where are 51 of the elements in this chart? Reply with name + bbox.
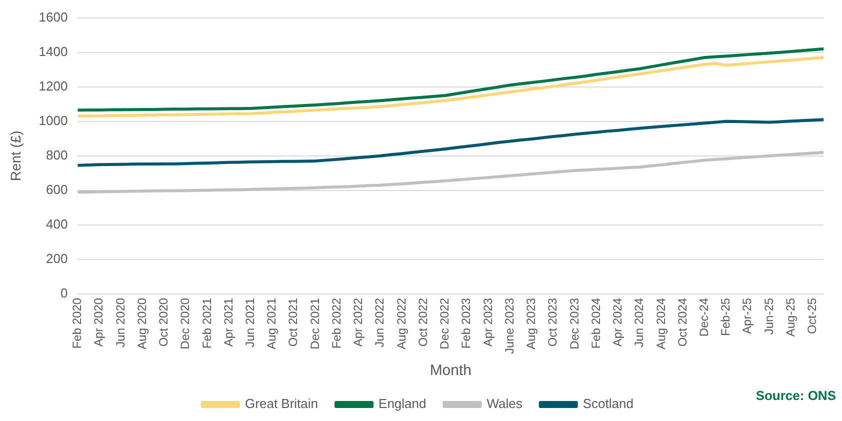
x-tick-label: Oct 2020 bbox=[156, 298, 171, 347]
x-tick-label: Jun 2021 bbox=[242, 298, 257, 348]
x-tick-label: Apr 2024 bbox=[610, 298, 625, 347]
x-tick-label: Apr-25 bbox=[740, 298, 754, 334]
x-tick-label: Oct 2024 bbox=[675, 298, 690, 347]
x-tick-label: Aug 2020 bbox=[134, 298, 149, 350]
x-tick-label: Feb 2024 bbox=[588, 298, 603, 349]
x-tick-label: Jun 2022 bbox=[372, 298, 387, 348]
x-tick-label: Jun 2020 bbox=[113, 298, 128, 348]
x-tick-label: Aug 2023 bbox=[524, 298, 538, 350]
x-tick-label: Apr 2020 bbox=[92, 298, 106, 347]
x-tick-label: Aug 2021 bbox=[264, 298, 279, 350]
y-tick-label: 200 bbox=[46, 251, 68, 266]
x-tick-label: Feb 2020 bbox=[70, 298, 84, 349]
x-tick-label: Aug 2024 bbox=[654, 298, 668, 350]
x-tick-label: Dec 2023 bbox=[567, 298, 582, 350]
x-tick-label: Dec 2020 bbox=[178, 298, 192, 350]
x-axis-title: Month bbox=[430, 362, 472, 380]
x-tick-label: Oct 2023 bbox=[546, 298, 560, 347]
y-tick-label: 600 bbox=[46, 182, 68, 197]
x-tick-label: Apr 2021 bbox=[221, 298, 236, 347]
x-tick-label: Jun-25 bbox=[762, 298, 776, 335]
legend-label: Wales bbox=[486, 396, 523, 412]
y-tick-label: 1000 bbox=[38, 112, 68, 128]
y-tick-label: 800 bbox=[46, 147, 68, 162]
x-tick-label: Dec 2022 bbox=[438, 298, 452, 350]
x-tick-label: Apr 2023 bbox=[480, 298, 495, 347]
legend-label: Scotland bbox=[582, 396, 634, 412]
x-tick-label: Feb-25 bbox=[718, 298, 733, 336]
x-tick-label: Oct-25 bbox=[805, 298, 820, 334]
y-tick-label: 0 bbox=[60, 286, 68, 301]
x-tick-label: Aug 2022 bbox=[394, 298, 408, 350]
y-axis-title: Rent (£) bbox=[7, 130, 24, 182]
x-tick-label: Aug-25 bbox=[783, 298, 798, 337]
x-tick-label: June 2023 bbox=[502, 298, 516, 354]
x-tick-label: Oct 2022 bbox=[416, 298, 430, 347]
x-tick-label: Dec 2021 bbox=[308, 298, 322, 350]
x-tick-label: Dec-24 bbox=[697, 298, 712, 337]
x-tick-label: Feb 2021 bbox=[200, 298, 214, 349]
y-tick-label: 1400 bbox=[38, 44, 68, 59]
x-tick-label: Feb 2023 bbox=[459, 298, 474, 349]
legend-label: England bbox=[378, 396, 426, 412]
legend-label: Great Britain bbox=[245, 396, 318, 412]
x-tick-label: Jun 2024 bbox=[632, 298, 646, 348]
x-tick-label: Apr 2022 bbox=[351, 298, 366, 347]
x-tick-label: Oct 2021 bbox=[286, 298, 300, 347]
source-note: Source: ONS bbox=[756, 388, 836, 403]
y-tick-label: 1600 bbox=[38, 9, 68, 24]
y-tick-label: 1200 bbox=[38, 78, 68, 94]
x-tick-label: Feb 2022 bbox=[329, 298, 344, 349]
y-tick-label: 400 bbox=[46, 216, 68, 232]
